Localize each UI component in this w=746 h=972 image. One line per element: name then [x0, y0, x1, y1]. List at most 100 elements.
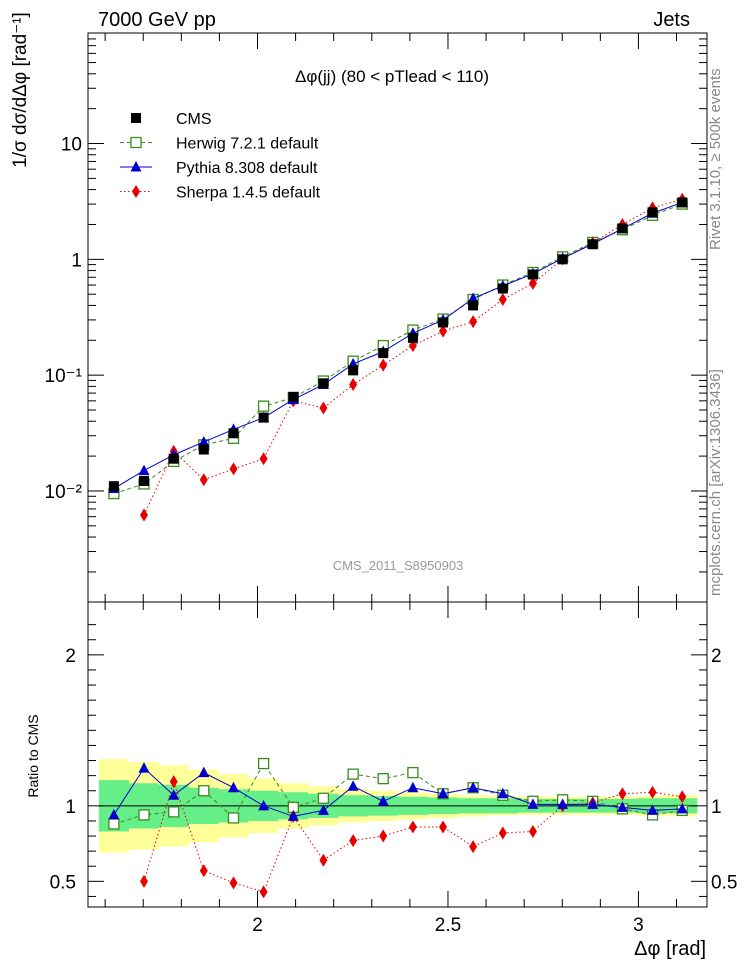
ratio-point [168, 789, 180, 800]
ratio-point [437, 787, 449, 799]
ratio-point [198, 785, 210, 797]
ratio-point [557, 798, 569, 809]
ratio-y-label-text: Ratio to CMS [25, 714, 41, 797]
main-point [379, 358, 388, 372]
ratio-point [317, 792, 330, 804]
ratio-point [379, 829, 388, 843]
main-point [647, 207, 658, 218]
main-point [198, 444, 209, 455]
ratio-point [258, 799, 270, 811]
x-tick-label: 3 [633, 915, 644, 936]
watermark: CMS_2011_S8950903 [333, 558, 464, 573]
main-point [407, 332, 418, 343]
ratio-series [108, 757, 688, 899]
main-point [348, 365, 359, 376]
ratio-point [259, 885, 268, 899]
ratio-y-tick-label: 2 [65, 646, 76, 667]
main-series-group [139, 192, 687, 522]
main-point [497, 283, 508, 294]
x-tick-label: 2 [252, 915, 263, 936]
main-point [349, 378, 358, 392]
ratio-y-tick-label: 1 [65, 797, 76, 818]
ratio-point [228, 781, 240, 793]
ratio-y-tick-label-right: 2 [711, 646, 722, 667]
ratio-plot: 0.5 0.5 1 1 2 2 2 2.5 3 [50, 601, 737, 936]
ratio-point [139, 874, 148, 888]
ratio-point [198, 766, 210, 778]
ratio-series-line [113, 767, 683, 817]
legend-label: Herwig 7.2.1 default [176, 136, 319, 153]
ratio-point [407, 766, 419, 779]
main-point [139, 508, 148, 522]
main-plot: 10⁻² 10⁻¹ 1 10 Δφ(jj) (80 < pTlead < 110) C… [45, 32, 708, 603]
ratio-point [648, 785, 657, 799]
ratio-point [587, 798, 599, 809]
ratio-point [407, 781, 419, 793]
ratio-point [377, 773, 389, 785]
legend-item: Pythia 8.308 default [120, 160, 318, 177]
ratio-point [138, 762, 150, 773]
main-point [198, 435, 210, 447]
main-point [469, 315, 478, 329]
ratio-point [138, 809, 150, 821]
legend: CMS Herwig 7.2.1 default Pythia 8.308 defa… [120, 111, 321, 202]
main-point [677, 197, 688, 208]
ratio-point [227, 812, 240, 824]
main-point [439, 324, 448, 338]
main-series-line [143, 198, 683, 516]
ratio-axes: 0.5 0.5 1 1 2 2 2 2.5 3 [50, 602, 737, 936]
mcplots-text: mcplots.cern.ch [arXiv:1306.3436] [707, 369, 724, 596]
main-series-group [108, 197, 688, 492]
main-y-axis-label: 1/σ dσ/dΔφ [rad⁻¹] [10, 12, 31, 168]
main-point [557, 254, 568, 265]
main-point [318, 378, 329, 389]
main-point [587, 239, 598, 250]
ratio-point [199, 864, 208, 878]
ratio-point [618, 787, 627, 801]
main-series [108, 192, 688, 522]
main-point [438, 317, 449, 328]
main-y-tick-label: 10⁻¹ [45, 366, 83, 387]
main-y-label-text: 1/σ dσ/dΔφ [rad⁻¹] [10, 12, 31, 168]
main-point [468, 300, 479, 311]
ratio-series-group [108, 762, 688, 821]
ratio-point [408, 820, 417, 834]
ratio-point [377, 795, 389, 806]
main-point [467, 292, 479, 303]
main-point [319, 401, 328, 415]
main-point [259, 452, 268, 466]
ratio-point [349, 834, 358, 848]
ratio-point [317, 804, 329, 815]
header-left: 7000 GeV pp [98, 9, 216, 31]
ratio-point [616, 801, 628, 812]
ratio-point [647, 804, 659, 815]
x-axis-label: Δφ [rad] [634, 938, 706, 960]
ratio-point [347, 780, 359, 791]
main-point [108, 481, 119, 492]
ratio-point [287, 810, 299, 821]
main-point [228, 428, 239, 439]
legend-label: CMS [176, 111, 212, 128]
ratio-point [498, 826, 507, 840]
main-point [229, 462, 238, 476]
main-point [498, 293, 507, 307]
legend-item: CMS [131, 111, 212, 128]
main-point [257, 400, 270, 412]
main-y-tick-label: 10⁻² [45, 482, 83, 503]
ratio-point [467, 781, 479, 793]
ratio-point [528, 825, 537, 839]
main-point [378, 348, 389, 359]
ratio-y-tick-label-right: 1 [711, 797, 722, 818]
header-right: Jets [653, 9, 690, 31]
main-y-tick-label: 10 [61, 135, 82, 156]
legend-marker [131, 113, 141, 123]
rivet-text: Rivet 3.1.10, ≥ 500k events [707, 68, 724, 250]
legend-marker [132, 185, 140, 198]
main-point [138, 475, 149, 486]
rivet-label: Rivet 3.1.10, ≥ 500k events [707, 68, 724, 250]
main-point [258, 412, 269, 423]
legend-label: Sherpa 1.4.5 default [176, 185, 321, 202]
main-point [288, 391, 299, 402]
ratio-point [168, 806, 180, 818]
